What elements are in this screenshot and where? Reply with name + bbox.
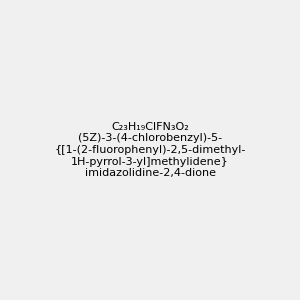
Text: C₂₃H₁₉ClFN₃O₂
(5Z)-3-(4-chlorobenzyl)-5-
{[1-(2-fluorophenyl)-2,5-dimethyl-
1H-p: C₂₃H₁₉ClFN₃O₂ (5Z)-3-(4-chlorobenzyl)-5-… [54,122,246,178]
